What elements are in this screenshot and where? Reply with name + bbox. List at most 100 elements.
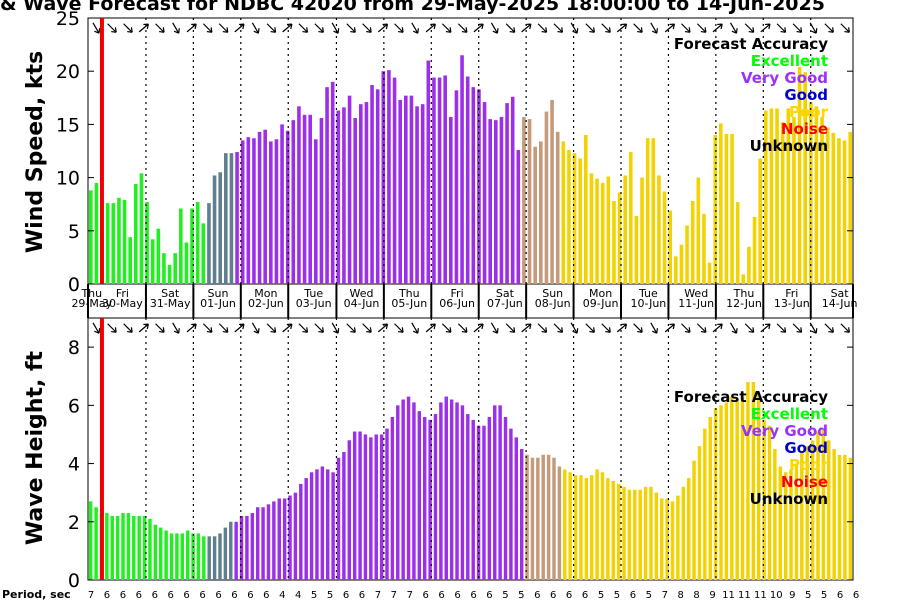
- wind-direction-arrow: [490, 322, 499, 334]
- date-label: 03-Jun: [296, 297, 332, 310]
- legend-entry: Poor: [789, 103, 829, 121]
- period-value: 6: [853, 590, 859, 600]
- data-bar: [589, 475, 594, 580]
- data-bar: [837, 138, 841, 284]
- data-bar: [775, 108, 779, 284]
- day-label: Thu: [733, 287, 755, 300]
- wind-direction-arrow: [616, 323, 628, 333]
- wind-speed-panel: 0510152025Thu29-MayFri30-MaySat31-MaySun…: [56, 8, 858, 318]
- data-bar: [398, 99, 402, 285]
- data-bar: [404, 95, 408, 284]
- period-value: 6: [423, 590, 429, 600]
- data-bar: [387, 70, 391, 284]
- data-bar: [132, 515, 136, 580]
- data-bar: [769, 108, 774, 284]
- wind-direction-arrow: [202, 23, 213, 33]
- data-bar: [668, 210, 672, 284]
- wind-direction-arrow: [298, 23, 309, 33]
- wind-direction-arrow: [266, 323, 277, 333]
- data-bar: [546, 454, 551, 580]
- data-bar: [385, 428, 389, 580]
- data-bar: [128, 237, 132, 284]
- data-bar: [142, 515, 147, 580]
- data-bar: [708, 416, 712, 580]
- data-bar: [331, 472, 335, 580]
- data-bar: [773, 449, 777, 580]
- wind-direction-arrow: [776, 23, 787, 33]
- data-bar: [428, 419, 432, 580]
- period-value: 4: [279, 590, 285, 600]
- data-bar: [201, 223, 206, 284]
- period-value: 5: [821, 590, 827, 600]
- data-bar: [159, 527, 163, 580]
- data-bar: [288, 495, 292, 580]
- data-bar: [224, 153, 228, 284]
- y-tick-label: 10: [56, 168, 80, 190]
- data-bar: [778, 466, 782, 580]
- data-bar: [449, 116, 453, 284]
- wind-direction-arrow: [172, 322, 180, 334]
- data-bar: [173, 253, 177, 284]
- period-value: 7: [662, 590, 668, 600]
- wind-direction-arrow: [824, 323, 834, 333]
- period-value: 4: [295, 590, 301, 600]
- data-bar: [584, 135, 588, 284]
- data-bar: [509, 428, 513, 580]
- data-bar: [516, 149, 521, 284]
- wind-direction-arrow: [92, 22, 101, 34]
- data-bar: [573, 475, 578, 580]
- data-bar: [134, 183, 138, 284]
- data-bar: [255, 507, 260, 580]
- data-bar: [797, 66, 802, 284]
- wind-direction-arrow: [441, 23, 452, 33]
- period-value: 11: [738, 590, 751, 600]
- data-bar: [617, 192, 622, 284]
- date-label: 12-Jun: [726, 297, 762, 310]
- data-bar: [544, 111, 549, 284]
- day-label: Mon: [589, 287, 612, 300]
- data-bar: [703, 428, 707, 580]
- data-bar: [629, 152, 633, 284]
- period-value: 6: [199, 590, 205, 600]
- wind-direction-arrow: [218, 23, 229, 33]
- wind-direction-arrow: [650, 322, 658, 334]
- data-bar: [758, 158, 762, 284]
- period-value: 6: [215, 590, 221, 600]
- period-value: 6: [359, 590, 365, 600]
- date-label: 01-Jun: [200, 297, 236, 310]
- date-label: 10-Jun: [631, 297, 667, 310]
- data-bar: [589, 173, 594, 284]
- legend-title: Forecast Accuracy: [674, 388, 828, 406]
- data-bar: [121, 513, 125, 580]
- period-value: 6: [343, 590, 349, 600]
- data-bar: [207, 203, 211, 284]
- wind-direction-arrow: [346, 323, 356, 333]
- y-tick-label: 6: [68, 395, 80, 417]
- data-bar: [713, 135, 717, 284]
- data-bar: [527, 119, 532, 284]
- wind-direction-arrow: [633, 23, 643, 33]
- data-bar: [320, 466, 325, 580]
- legend-entry: Good: [784, 439, 828, 457]
- data-bar: [89, 190, 93, 284]
- wind-direction-arrow: [377, 23, 389, 33]
- data-bar: [814, 106, 819, 284]
- data-bar: [735, 399, 739, 580]
- data-bar: [432, 77, 436, 284]
- data-bar: [611, 481, 615, 580]
- data-bar: [105, 203, 110, 284]
- data-bar: [561, 141, 566, 284]
- data-bar: [282, 498, 287, 580]
- data-bar: [482, 425, 486, 580]
- period-value: 7: [375, 590, 381, 600]
- legend-entry: Unknown: [750, 137, 828, 155]
- period-value: 6: [582, 590, 588, 600]
- data-bar: [730, 396, 734, 580]
- data-bar: [595, 469, 599, 580]
- wind-direction-arrow: [585, 23, 595, 33]
- data-bar: [390, 416, 395, 580]
- data-bar: [579, 475, 583, 580]
- day-label: Thu: [80, 287, 102, 300]
- date-label: 07-Jun: [487, 297, 523, 310]
- data-bar: [651, 138, 656, 284]
